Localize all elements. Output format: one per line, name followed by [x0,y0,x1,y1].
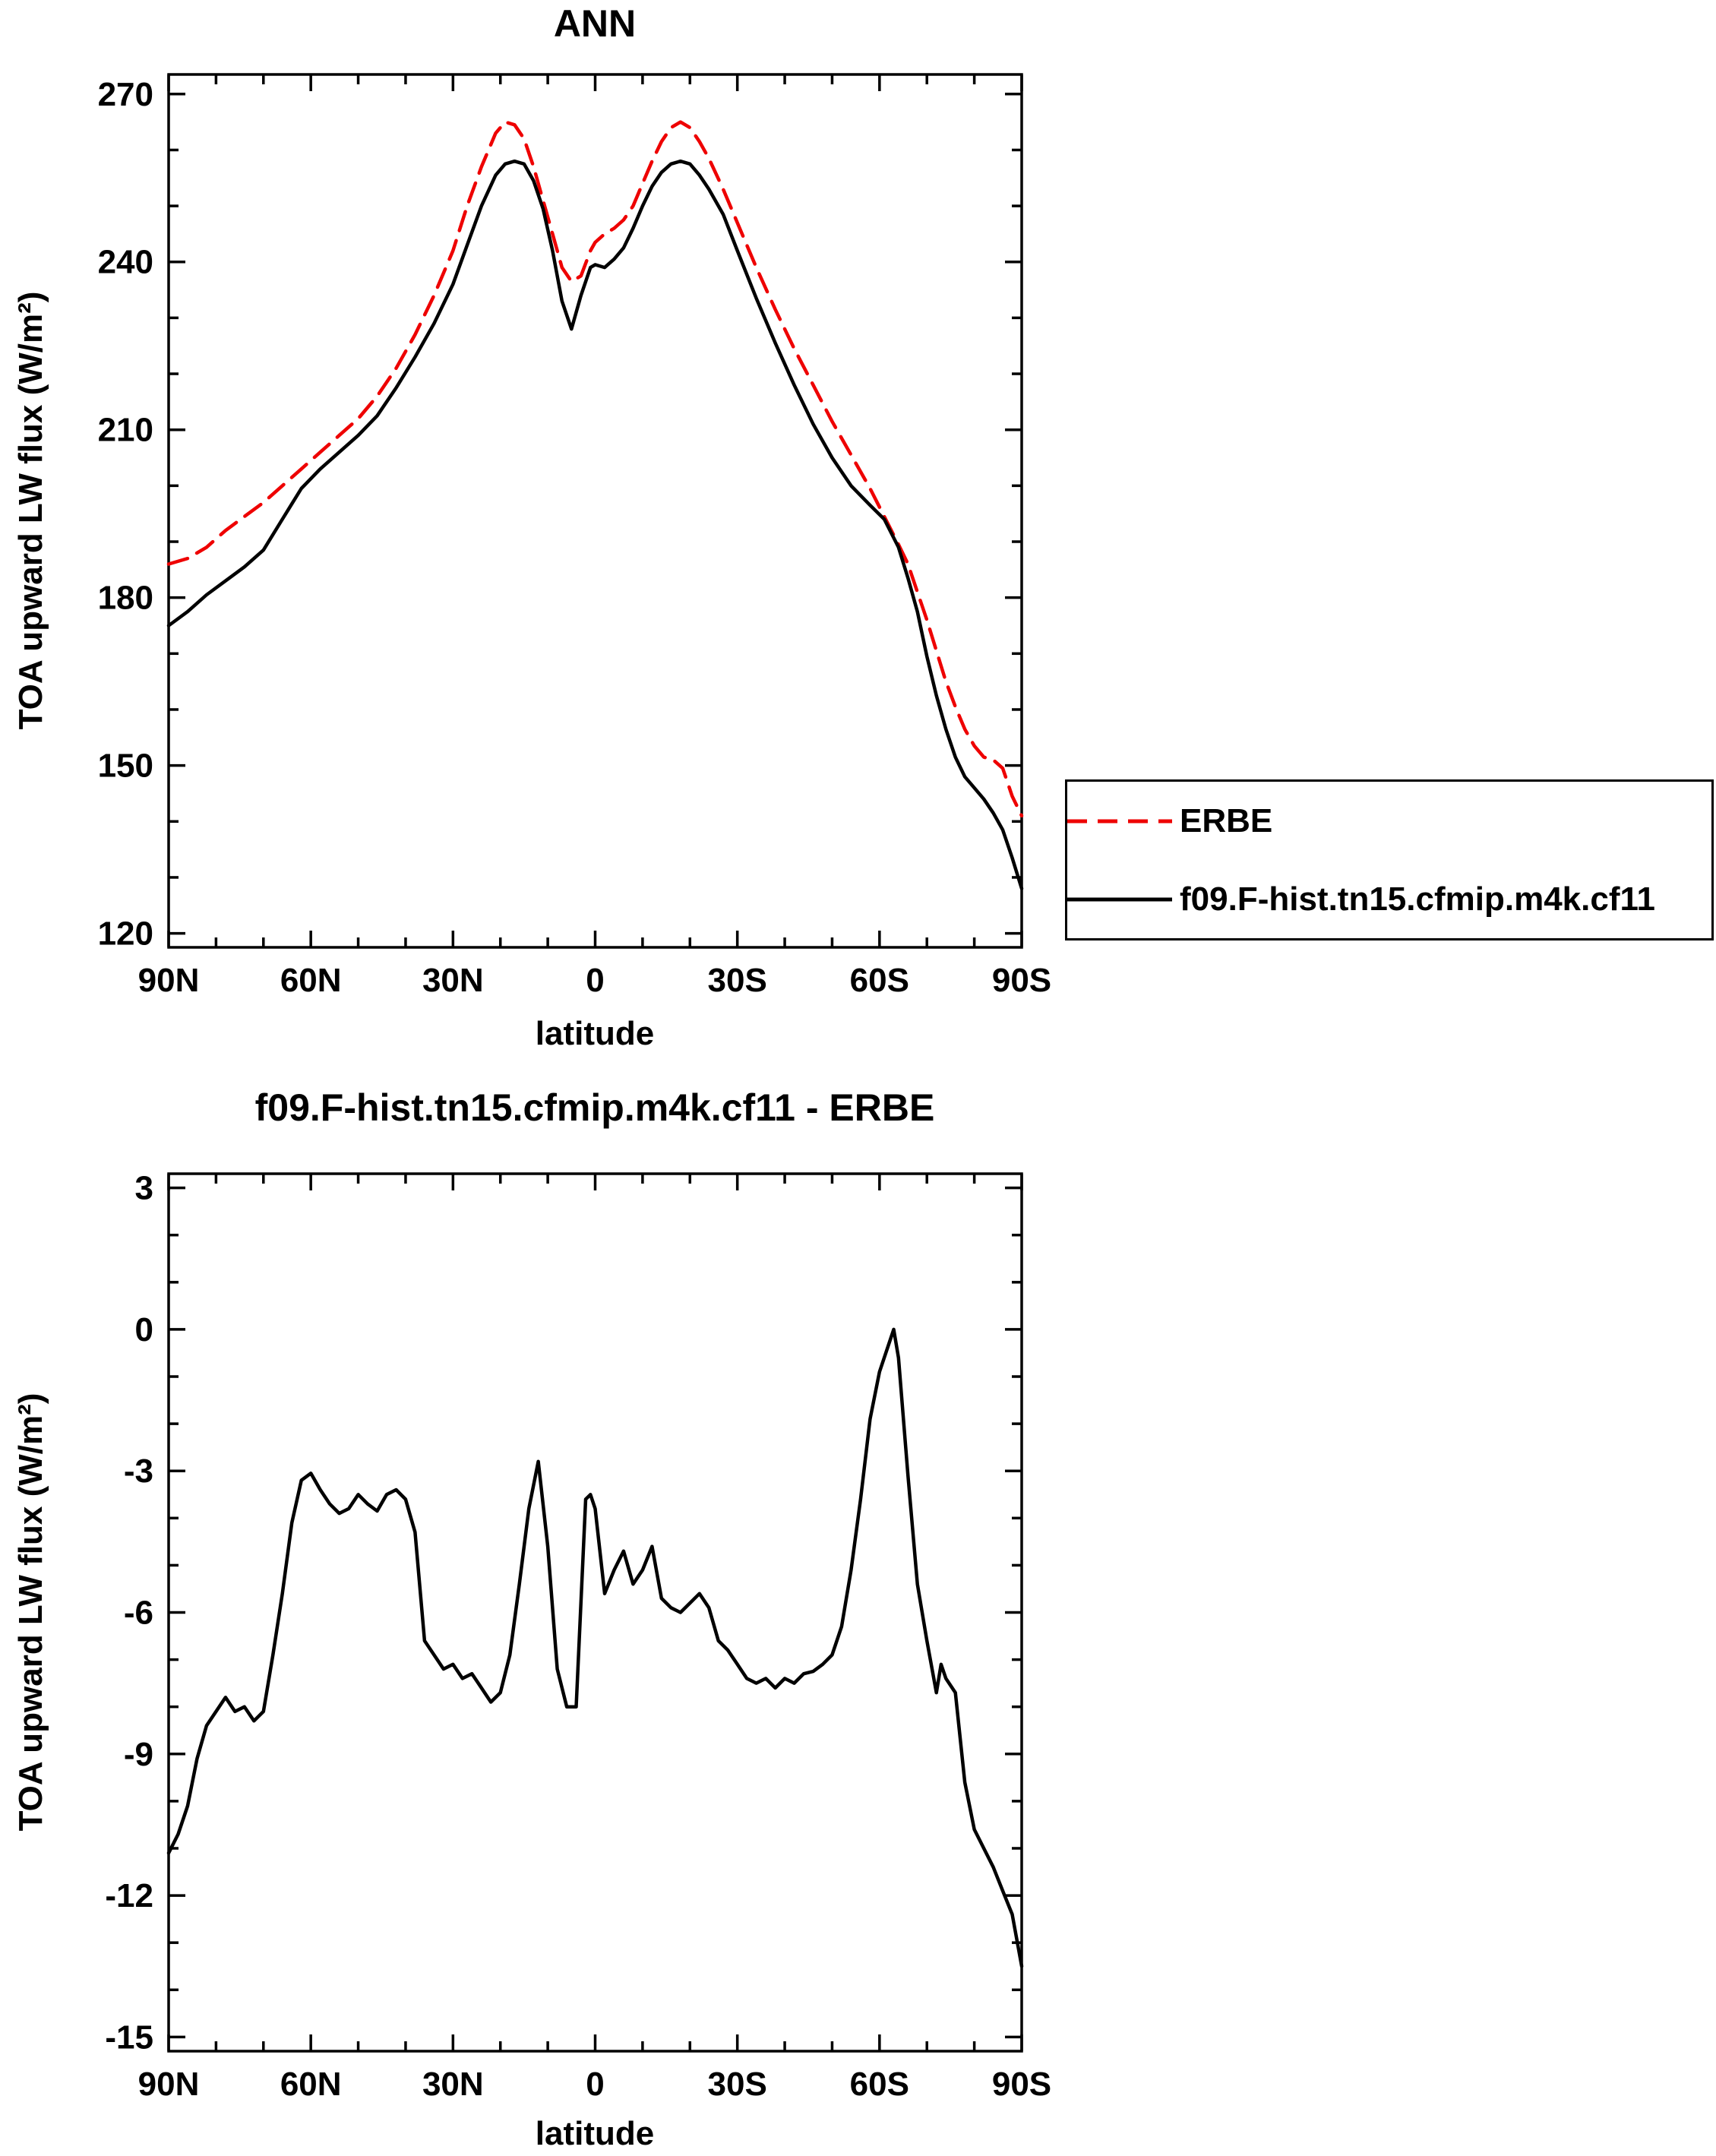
y-tick-label: -9 [124,1736,153,1773]
legend-label-model: f09.F-hist.tn15.cfmip.m4k.cf11 [1180,880,1655,918]
legend: ERBE f09.F-hist.tn15.cfmip.m4k.cf11 [1065,779,1714,940]
top-chart-xlabel: latitude [536,1015,654,1052]
y-tick-label: 150 [98,748,153,785]
series-line [166,1327,1024,1968]
erbe-dashed-line-sample [1067,819,1172,823]
tick-labels: 90N 60N 30N 0 30S 60S 90S 3 0 -3 -6 -9 -12 -15 [105,1170,1051,2103]
y-tick-label: 120 [98,915,153,953]
y-tick-label: 0 [135,1311,153,1348]
axis-ticks [167,74,1023,947]
top-chart-title: ANN [554,2,636,45]
difference-chart: f09.F-hist.tn15.cfmip.m4k.cf11 - ERBE TO… [12,1086,1051,2152]
y-tick-label: -15 [105,2018,153,2056]
plot-frame [167,73,1023,949]
top-chart: ANN TOA upward LW flux (W/m²) latitude 9… [12,2,1052,1052]
axis-ticks [167,1174,1023,2051]
plot-frame [167,1172,1023,2053]
y-tick-label: -12 [105,1877,153,1914]
top-chart-plot-area: 90N 60N 30N 0 30S 60S 90S 120 150 180 210 240 270 [98,73,1052,999]
x-tick-label: 30S [708,962,767,999]
x-tick-label: 30N [422,962,484,999]
difference-chart-title: f09.F-hist.tn15.cfmip.m4k.cf11 - ERBE [255,1086,935,1129]
x-tick-label: 0 [586,2066,604,2103]
legend-label-erbe: ERBE [1180,801,1273,839]
top-chart-ylabel: TOA upward LW flux (W/m²) [12,292,49,730]
y-tick-label: 240 [98,244,153,281]
x-tick-label: 60N [280,2066,342,2103]
y-tick-label: 270 [98,76,153,113]
series-line [166,120,1024,818]
x-tick-label: 30N [422,2066,484,2103]
legend-entry-model: f09.F-hist.tn15.cfmip.m4k.cf11 [1067,880,1711,918]
y-tick-label: 3 [135,1170,153,1207]
y-tick-label: -3 [124,1453,153,1490]
difference-chart-plot-area: 90N 60N 30N 0 30S 60S 90S 3 0 -3 -6 -9 -12 -15 [105,1170,1051,2103]
y-tick-label: -6 [124,1595,153,1632]
x-tick-label: 60S [850,2066,909,2103]
difference-chart-ylabel: TOA upward LW flux (W/m²) [12,1393,49,1832]
y-tick-label: 180 [98,580,153,617]
difference-chart-xlabel: latitude [536,2115,654,2152]
x-tick-label: 60S [850,962,909,999]
x-tick-label: 90N [138,962,200,999]
x-tick-label: 60N [280,962,342,999]
model-solid-line-sample [1067,897,1172,901]
tick-labels: 90N 60N 30N 0 30S 60S 90S 120 150 180 210 240 270 [98,76,1052,999]
x-tick-label: 90N [138,2066,200,2103]
x-tick-label: 30S [708,2066,767,2103]
legend-entry-erbe: ERBE [1067,802,1711,840]
series-line [166,159,1024,890]
x-tick-label: 90S [992,962,1051,999]
x-tick-label: 0 [586,962,604,999]
x-tick-label: 90S [992,2066,1051,2103]
y-tick-label: 210 [98,412,153,449]
